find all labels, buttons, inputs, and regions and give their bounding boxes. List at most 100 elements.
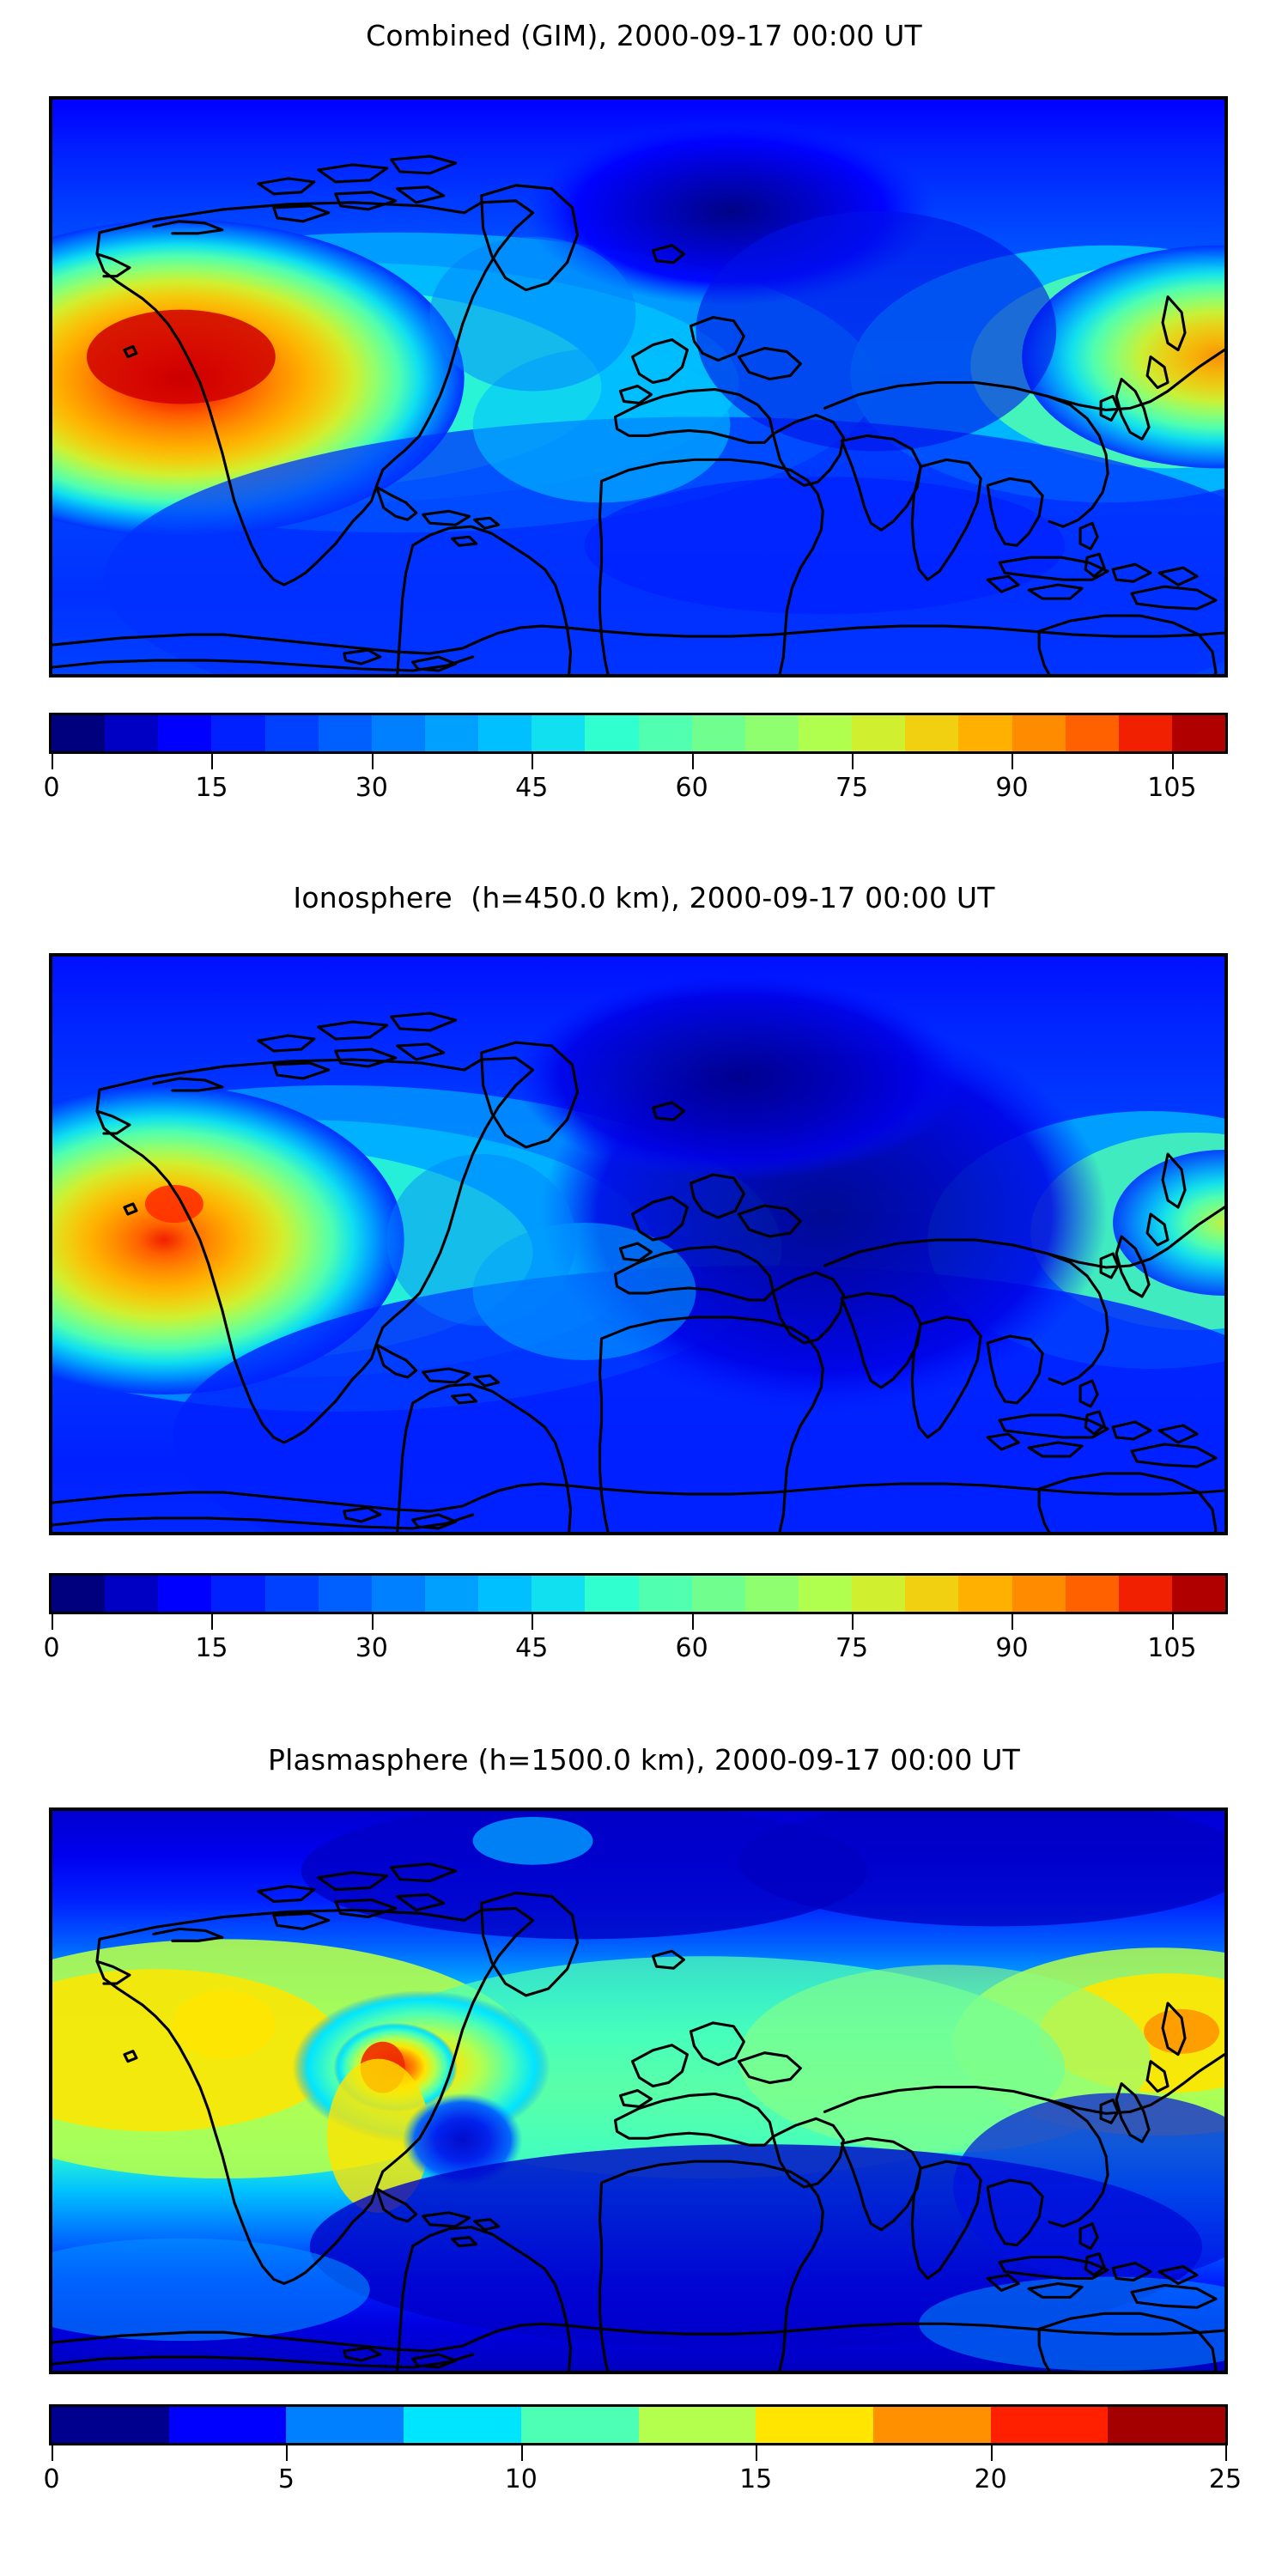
colorbar-tick-label: 60	[675, 773, 708, 803]
contour-max-west-pacific	[1022, 245, 1224, 469]
colorbar-swatch	[1065, 715, 1119, 751]
colorbar-swatch	[990, 2407, 1109, 2443]
colorbar-tick-label: 0	[43, 2464, 60, 2494]
colorbar-tick-label: 15	[739, 2464, 773, 2494]
contour-band	[472, 1816, 593, 1865]
contour-band	[52, 2238, 370, 2342]
colorbar-swatch	[1171, 715, 1225, 751]
map-svg-plasmasphere	[52, 1811, 1224, 2371]
colorbar-swatch	[744, 1576, 799, 1612]
colorbar-tick	[52, 754, 53, 769]
colorbar-swatch	[1118, 1576, 1172, 1612]
colorbar-swatch	[852, 715, 906, 751]
colorbar-swatch	[158, 1576, 212, 1612]
colorbar-swatch	[744, 715, 799, 751]
colorbar-swatch	[798, 1576, 853, 1612]
colorbar-tick	[52, 1614, 53, 1630]
colorbar-swatch	[638, 1576, 692, 1612]
colorbar-swatch	[52, 1576, 106, 1612]
colorbar-plasmasphere	[49, 2404, 1228, 2445]
colorbar-tick-label: 105	[1147, 1633, 1197, 1663]
colorbar-tick	[852, 1614, 854, 1630]
colorbar-swatch	[1108, 2407, 1225, 2443]
colorbar-tick	[532, 754, 534, 769]
map-plasmasphere	[49, 1807, 1228, 2374]
map-svg-combined	[52, 100, 1224, 674]
colorbar-ionosphere	[49, 1573, 1228, 1614]
colorbar-swatch	[264, 715, 319, 751]
colorbar-tick-label: 45	[515, 773, 549, 803]
contour-core-asia	[1144, 2008, 1220, 2054]
colorbar-swatch	[478, 1576, 532, 1612]
colorbar-swatch	[958, 1576, 1012, 1612]
contour-min-eurasia	[515, 974, 963, 1180]
colorbar-swatch	[1012, 1576, 1066, 1612]
contour-band	[919, 2276, 1224, 2371]
colorbar-swatch	[404, 2407, 521, 2443]
colorbar-tick-label: 15	[195, 773, 228, 803]
colorbar-tick	[1012, 1614, 1014, 1630]
colorbar-tick-label: 90	[995, 1633, 1029, 1663]
colorbar-tick	[691, 1614, 694, 1630]
coastlines	[52, 155, 1224, 674]
colorbar-tick	[286, 2445, 289, 2461]
coastlines	[52, 1862, 1224, 2371]
colorbar-swatch	[424, 1576, 479, 1612]
colorbar-swatch	[424, 715, 479, 751]
colorbar-tick-label: 5	[277, 2464, 295, 2494]
panel-combined: Combined (GIM), 2000-09-17 00:00 UT	[0, 0, 1288, 859]
colorbar-tick-label: 25	[1208, 2464, 1242, 2494]
colorbar-swatch	[532, 1576, 586, 1612]
colorbar-swatch	[168, 2407, 287, 2443]
colorbar-swatch	[585, 715, 639, 751]
colorbar-swatch	[958, 715, 1012, 751]
colorbar-swatch	[691, 1576, 745, 1612]
contour-band	[172, 1990, 276, 2059]
colorbar-tick-label: 20	[974, 2464, 1007, 2494]
colorbar-tick	[1171, 754, 1174, 769]
contour-core	[86, 309, 276, 404]
colorbar-swatch	[52, 715, 106, 751]
colorbar-tick	[1225, 2445, 1227, 2461]
contour-min-siberia	[738, 1811, 1224, 1927]
colorbar-swatch	[691, 715, 745, 751]
colorbar-swatch	[371, 715, 425, 751]
colorbar-swatch	[532, 715, 586, 751]
colorbar-swatch	[478, 715, 532, 751]
contour-min-north-atlantic	[301, 1811, 868, 1940]
contour-max-east-pacific	[52, 1085, 404, 1394]
colorbar-tick	[1171, 1614, 1174, 1630]
colorbar-swatch	[798, 715, 853, 751]
colorbar-swatch	[318, 1576, 372, 1612]
colorbar-tick-label: 105	[1147, 773, 1197, 803]
colorbar-tick-label: 0	[43, 1633, 60, 1663]
colorbar-tick	[532, 1614, 534, 1630]
colorbar-tick	[1012, 754, 1014, 769]
colorbar-swatch	[264, 1576, 319, 1612]
colorbar-swatch	[318, 715, 372, 751]
panel-plasmasphere: Plasmasphere (h=1500.0 km), 2000-09-17 0…	[0, 1717, 1288, 2576]
colorbar-swatch	[905, 1576, 959, 1612]
map-svg-ionosphere	[52, 957, 1224, 1532]
colorbar-swatch	[1118, 715, 1172, 751]
colorbar-tick-label: 15	[195, 1633, 228, 1663]
colorbar-swatch	[371, 1576, 425, 1612]
contour-min	[696, 210, 1057, 452]
panel-ionosphere: Ionosphere (h=450.0 km), 2000-09-17 00:0…	[0, 859, 1288, 1717]
colorbar-ticks-ionosphere	[49, 1614, 1228, 1630]
contour-core	[144, 1185, 204, 1223]
coastlines	[52, 1012, 1224, 1532]
colorbar-tick	[990, 2445, 993, 2461]
colorbar-tick-label: 75	[835, 1633, 869, 1663]
colorbar-tick	[211, 1614, 214, 1630]
contour-band	[429, 236, 636, 392]
panel-title-plasmasphere: Plasmasphere (h=1500.0 km), 2000-09-17 0…	[268, 1743, 1020, 1777]
colorbar-swatch	[585, 1576, 639, 1612]
colorbar-swatch	[105, 1576, 159, 1612]
colorbar-combined	[49, 713, 1228, 754]
colorbar-tick	[691, 754, 694, 769]
colorbar-tick	[52, 2445, 53, 2461]
colorbar-labels-plasmasphere: 0 5 10 15 20 25	[0, 2464, 1288, 2499]
colorbar-tick-label: 45	[515, 1633, 549, 1663]
